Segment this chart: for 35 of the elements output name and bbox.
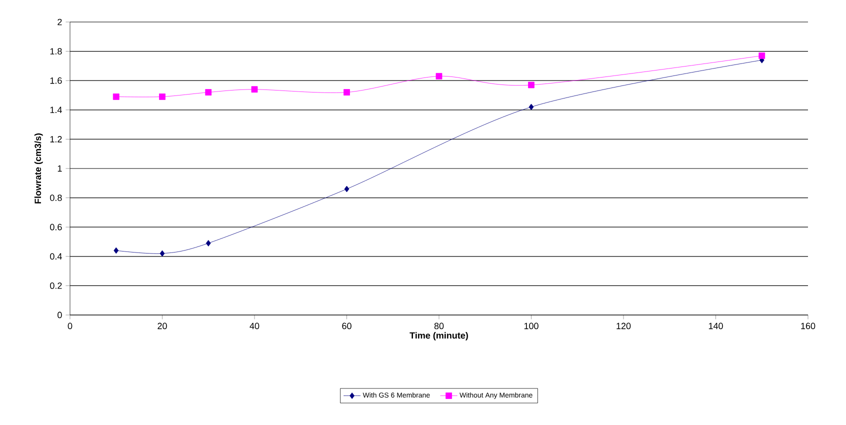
x-tick-label: 100 (524, 322, 538, 330)
point (344, 89, 350, 96)
point (528, 104, 534, 110)
x-tick-label: 60 (342, 322, 352, 330)
point (206, 240, 211, 246)
y-tick-label: 2 (58, 18, 62, 26)
y-axis-title: Flowrate (cm3/s) (34, 133, 43, 204)
point (114, 247, 119, 254)
point (112, 94, 120, 100)
point (205, 89, 212, 96)
y-tick-label: 1.8 (50, 48, 62, 54)
y-tick-label: 1.2 (50, 136, 62, 142)
y-tick-label: 0.6 (50, 224, 62, 230)
point (160, 250, 165, 257)
x-tick-label: 20 (158, 322, 167, 330)
x-tick-label: 120 (616, 322, 631, 330)
x-tick-label: 160 (801, 322, 816, 330)
point (528, 82, 534, 88)
y-tick-label: 1.4 (50, 106, 62, 113)
x-axis-title: Time (minute) (410, 332, 468, 340)
point (344, 186, 350, 192)
x-tick-label: 0 (68, 322, 72, 330)
y-tick-label: 0.2 (50, 282, 62, 289)
y-tick-label: 1 (58, 165, 62, 172)
point (251, 86, 258, 93)
point (436, 73, 442, 80)
point (159, 94, 166, 100)
x-tick-label: 40 (250, 322, 260, 330)
x-tick-label: 140 (708, 322, 723, 330)
y-tick-label: 1.6 (50, 77, 62, 84)
y-tick-label: 0 (58, 312, 62, 318)
y-tick-label: 0.4 (50, 253, 62, 260)
point (758, 52, 766, 59)
y-tick-label: 0.8 (50, 194, 62, 201)
x-tick-label: 80 (434, 322, 444, 330)
